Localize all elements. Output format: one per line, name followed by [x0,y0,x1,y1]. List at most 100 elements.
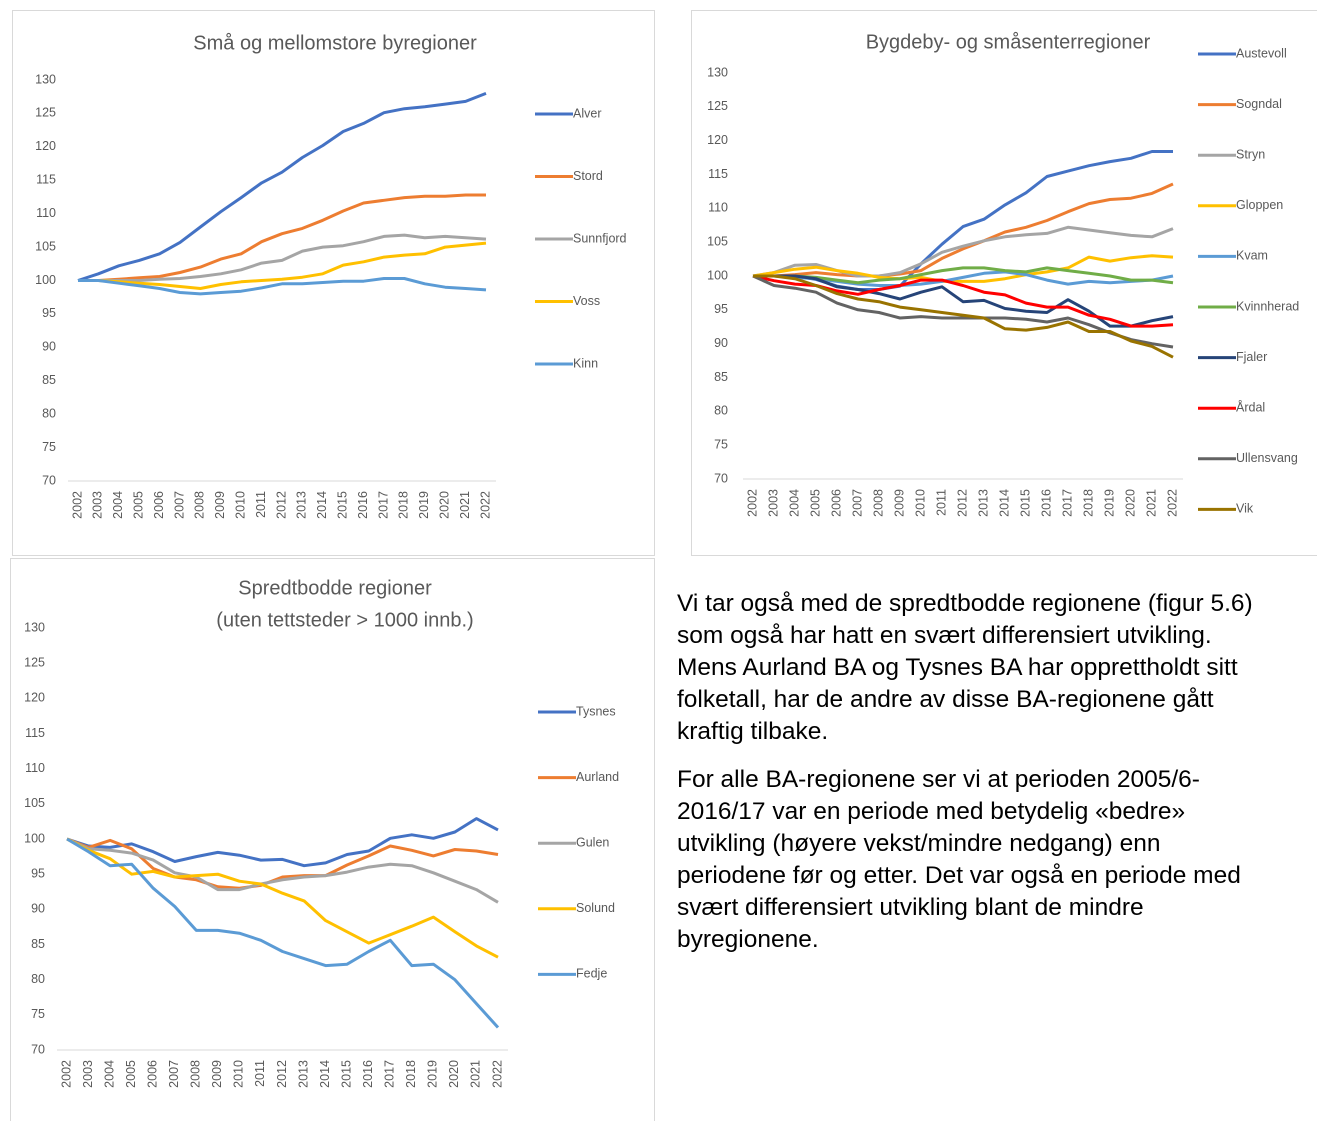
legend-label: Austevoll [1236,46,1287,60]
series-line [752,254,1174,283]
x-tick-label: 2016 [361,1060,375,1088]
y-tick-label: 130 [35,72,56,86]
x-tick-label: 2022 [1165,489,1179,517]
x-tick-label: 2007 [172,491,186,519]
y-tick-label: 110 [36,206,56,220]
y-tick-label: 105 [707,234,728,248]
y-tick-label: 130 [707,65,728,79]
legend-label: Fjaler [1236,350,1267,364]
x-tick-label: 2012 [955,489,969,517]
x-tick-label: 2004 [111,491,125,519]
text-block: Vi tar også med de spredtbodde regionene… [677,588,1257,972]
paragraph: Vi tar også med de spredtbodde regionene… [677,590,1253,745]
x-tick-label: 2021 [1144,489,1158,517]
x-tick-label: 2013 [295,491,309,519]
legend-label: Sogndal [1236,97,1282,111]
x-tick-label: 2004 [787,489,801,517]
x-tick-label: 2014 [318,1060,332,1088]
series-line [78,241,487,290]
y-tick-label: 70 [714,471,728,485]
series-line [753,274,1174,328]
series-line [66,817,499,868]
x-tick-label: 2005 [808,489,822,517]
y-tick-label: 75 [714,437,728,451]
y-tick-label: 100 [24,831,45,845]
series-line [753,274,1174,359]
y-tick-label: 100 [35,273,56,287]
x-tick-label: 2020 [1123,489,1137,517]
y-tick-label: 75 [31,1007,45,1021]
chart-frame [691,10,1317,556]
y-tick-label: 90 [714,336,728,350]
legend-label: Gulen [576,835,609,849]
series-line [753,266,1174,285]
y-tick-label: 70 [42,473,56,487]
x-tick-label: 2018 [1081,489,1095,517]
y-tick-label: 115 [25,726,45,740]
y-tick-label: 105 [35,239,56,253]
y-tick-label: 100 [707,268,728,282]
x-tick-label: 2013 [296,1060,310,1088]
series-line [752,225,1174,278]
legend-label: Stord [573,169,603,183]
legend-label: Solund [576,901,615,915]
y-tick-label: 85 [31,937,45,951]
x-tick-label: 2015 [335,491,349,519]
x-tick-label: 2019 [426,1060,440,1088]
legend-label: Sunnfjord [573,231,627,245]
series-line [66,837,500,1029]
y-tick-label: 120 [35,139,56,153]
x-tick-label: 2020 [447,1060,461,1088]
x-tick-label: 2009 [213,491,227,519]
y-tick-label: 85 [42,373,56,387]
y-tick-label: 115 [36,173,56,187]
x-tick-label: 2018 [404,1060,418,1088]
chart-frame [10,558,655,1121]
y-tick-label: 80 [31,972,45,986]
x-tick-label: 2017 [1060,489,1074,517]
x-tick-label: 2008 [871,489,885,517]
x-tick-label: 2019 [1102,489,1116,517]
legend-label: Aurland [576,770,619,784]
chart-title: Små og mellomstore byregioner [193,32,477,54]
y-tick-label: 95 [714,302,728,316]
legend-label: Årdal [1236,399,1265,414]
x-tick-label: 2010 [233,491,247,519]
x-tick-label: 2015 [1018,489,1032,517]
y-tick-label: 130 [24,620,45,634]
x-tick-label: 2011 [934,489,948,516]
x-tick-label: 2006 [152,491,166,519]
x-tick-label: 2009 [210,1060,224,1088]
y-tick-label: 115 [708,167,728,181]
series-line [78,193,486,282]
legend-label: Fedje [576,967,607,981]
y-tick-label: 125 [707,99,728,113]
x-tick-label: 2017 [376,491,390,519]
x-tick-label: 2016 [1039,489,1053,517]
legend-label: Kvam [1236,249,1268,263]
x-tick-label: 2019 [417,491,431,519]
x-tick-label: 2011 [254,491,268,518]
y-tick-label: 120 [24,691,45,705]
legend-label: Gloppen [1236,198,1283,212]
y-tick-label: 80 [714,404,728,418]
legend-label: Alver [573,106,601,120]
x-tick-label: 2021 [458,491,472,519]
x-tick-label: 2012 [274,491,288,519]
series-line [78,277,487,296]
chart-title: Spredtbodde regioner [238,577,432,599]
x-tick-label: 2007 [167,1060,181,1088]
x-tick-label: 2009 [892,489,906,517]
y-tick-label: 125 [35,106,56,120]
x-tick-label: 2012 [275,1060,289,1088]
chart-title: Bygdeby- og småsenterregioner [866,31,1151,53]
x-tick-label: 2005 [124,1060,138,1088]
x-tick-label: 2020 [437,491,451,519]
y-tick-label: 110 [25,761,45,775]
legend-label: Kvinnherad [1236,299,1299,313]
x-tick-label: 2014 [315,491,329,519]
y-tick-label: 120 [707,133,728,147]
y-tick-label: 90 [31,902,45,916]
